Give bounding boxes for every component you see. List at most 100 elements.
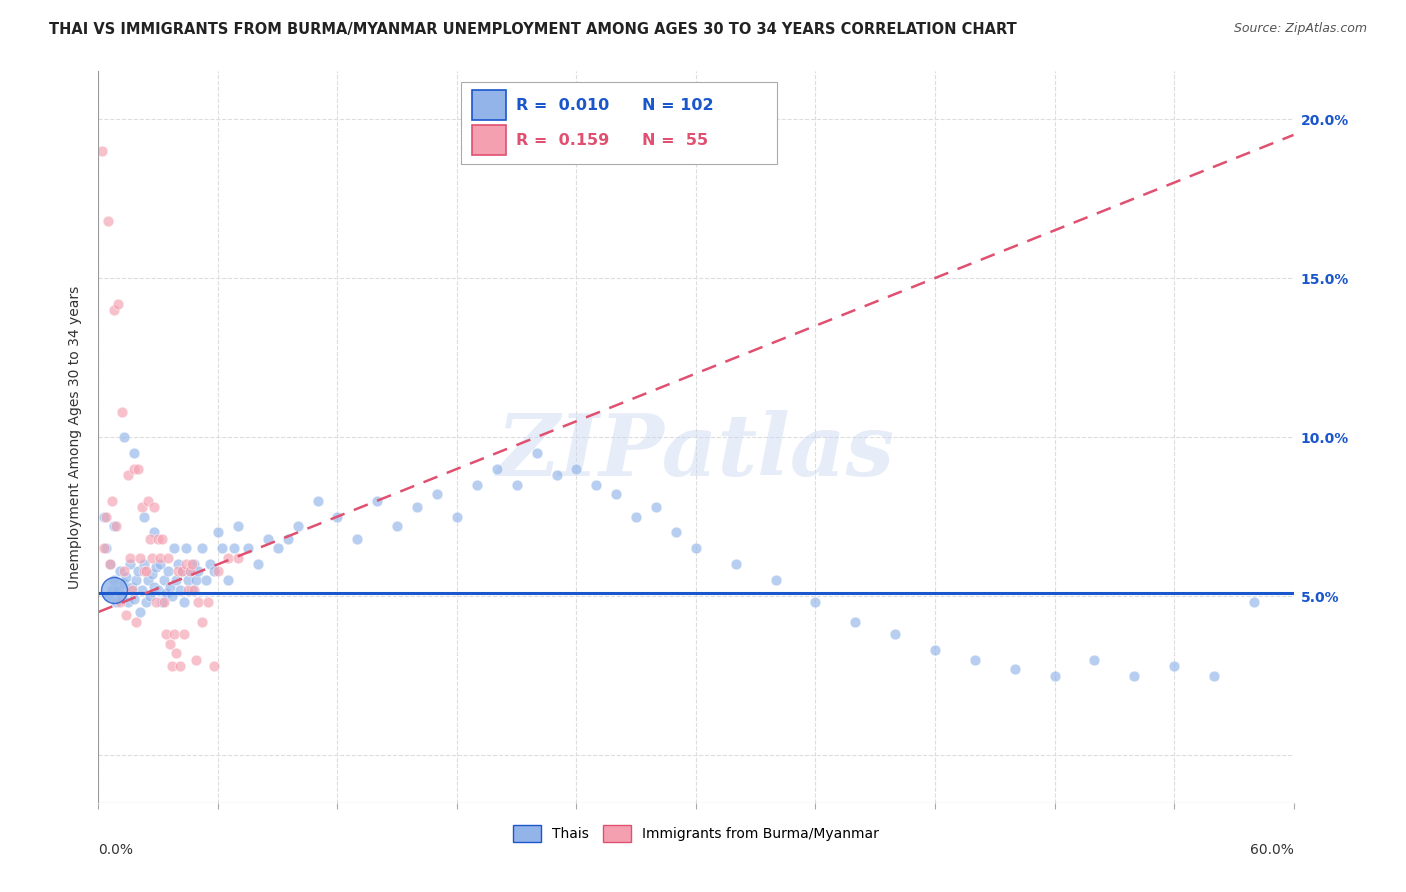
Point <box>191 541 214 556</box>
Point <box>267 541 290 556</box>
FancyBboxPatch shape <box>472 90 506 120</box>
Point <box>121 582 143 597</box>
Point <box>172 564 194 578</box>
Point <box>134 509 156 524</box>
Point <box>585 477 607 491</box>
Point <box>124 592 146 607</box>
Point <box>172 564 194 578</box>
Point <box>129 550 152 565</box>
Point <box>150 595 173 609</box>
Point <box>91 144 114 158</box>
Point <box>124 462 146 476</box>
Point <box>406 500 429 514</box>
Point <box>136 573 159 587</box>
Point <box>177 582 200 597</box>
Point <box>110 595 132 609</box>
Text: 0.0%: 0.0% <box>98 843 134 857</box>
Point <box>149 558 172 572</box>
Point <box>141 550 163 565</box>
Point <box>150 532 173 546</box>
Point <box>804 595 827 609</box>
Point <box>93 541 115 556</box>
Point <box>173 595 195 609</box>
Point <box>165 573 187 587</box>
Point <box>157 550 180 565</box>
Point <box>112 576 135 591</box>
Point <box>665 525 688 540</box>
Point <box>127 564 149 578</box>
Point <box>97 589 120 603</box>
Point <box>139 532 162 546</box>
Point <box>159 580 181 594</box>
Point <box>105 595 128 609</box>
Point <box>485 462 508 476</box>
Point <box>135 564 157 578</box>
Point <box>145 560 167 574</box>
Point <box>143 525 166 540</box>
Point <box>169 659 191 673</box>
Point <box>103 302 125 317</box>
Point <box>174 541 197 556</box>
Point <box>207 525 229 540</box>
Point <box>426 487 449 501</box>
Point <box>207 564 229 578</box>
Point <box>121 580 143 594</box>
Point <box>1202 668 1225 682</box>
Point <box>163 627 186 641</box>
Point <box>191 615 214 629</box>
Point <box>107 582 129 597</box>
Point <box>287 519 309 533</box>
Point <box>246 558 269 572</box>
Point <box>110 564 132 578</box>
Point <box>96 509 118 524</box>
Point <box>183 582 205 597</box>
Point <box>174 558 197 572</box>
Point <box>143 580 166 594</box>
Text: Source: ZipAtlas.com: Source: ZipAtlas.com <box>1233 22 1367 36</box>
Point <box>446 509 468 524</box>
Point <box>177 573 200 587</box>
Point <box>465 477 488 491</box>
Point <box>226 550 249 565</box>
Point <box>724 558 747 572</box>
Point <box>143 500 166 514</box>
Point <box>565 462 588 476</box>
Point <box>103 582 125 597</box>
Point <box>139 589 162 603</box>
Point <box>366 493 388 508</box>
Point <box>385 519 409 533</box>
Point <box>181 558 204 572</box>
Point <box>141 566 163 581</box>
Point <box>184 573 207 587</box>
Point <box>148 582 170 597</box>
Point <box>135 595 157 609</box>
Point <box>117 468 139 483</box>
Point <box>1243 595 1265 609</box>
Point <box>120 550 142 565</box>
Point <box>125 615 148 629</box>
Point <box>277 532 299 546</box>
Point <box>103 573 125 587</box>
Point <box>197 595 219 609</box>
Point <box>1123 668 1146 682</box>
Point <box>98 558 122 572</box>
Point <box>117 595 139 609</box>
Point <box>159 637 181 651</box>
Point <box>167 564 190 578</box>
Point <box>131 582 153 597</box>
Point <box>226 519 249 533</box>
Point <box>98 558 122 572</box>
Point <box>124 446 146 460</box>
Text: THAI VS IMMIGRANTS FROM BURMA/MYANMAR UNEMPLOYMENT AMONG AGES 30 TO 34 YEARS COR: THAI VS IMMIGRANTS FROM BURMA/MYANMAR UN… <box>49 22 1017 37</box>
Point <box>198 558 221 572</box>
Point <box>134 564 156 578</box>
Point <box>844 615 866 629</box>
Point <box>111 404 134 418</box>
Point <box>101 493 124 508</box>
Point <box>93 509 115 524</box>
Point <box>153 595 176 609</box>
Text: R =  0.159: R = 0.159 <box>516 133 609 147</box>
Point <box>167 558 190 572</box>
Point <box>127 462 149 476</box>
Point <box>155 627 177 641</box>
